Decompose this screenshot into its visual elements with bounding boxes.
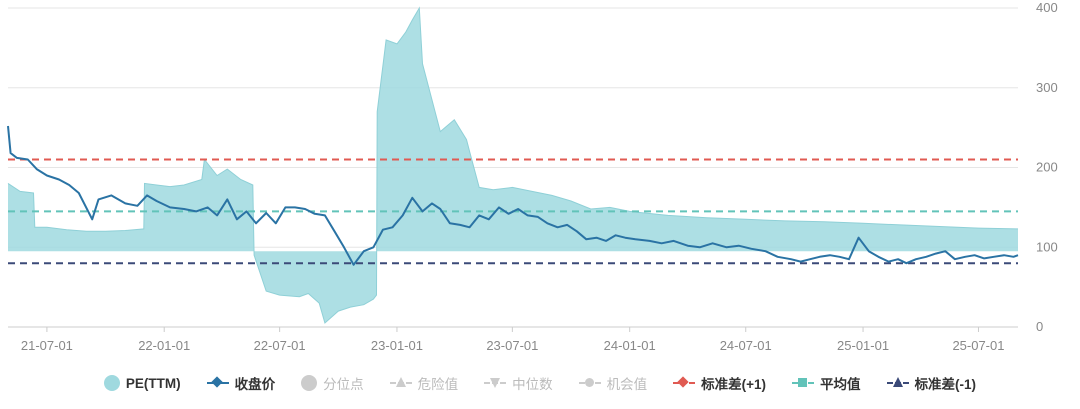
legend-item-pe[interactable]: PE(TTM) bbox=[103, 375, 181, 391]
close-price-layer bbox=[7, 125, 1019, 266]
x-tick-label: 22-01-01 bbox=[138, 338, 190, 353]
legend-label: 收盘价 bbox=[234, 377, 276, 392]
legend-label: 标准差(-1) bbox=[914, 377, 977, 392]
y-tick-label: 300 bbox=[1036, 80, 1058, 95]
legend-label: 机会值 bbox=[606, 377, 648, 392]
legend-symbol-icon bbox=[673, 376, 696, 390]
axis-layer: 0 100 200 300 400 21-07-01 22-01-01 22-07-01 23-… bbox=[8, 0, 1058, 353]
legend-symbol-icon bbox=[206, 376, 229, 390]
legend-item-median[interactable]: 中位数 bbox=[484, 373, 553, 393]
legend-item-danger[interactable]: 危险值 bbox=[389, 373, 459, 393]
x-tick-label: 24-07-01 bbox=[720, 338, 772, 353]
legend-item-mean[interactable]: 平均值 bbox=[792, 373, 861, 393]
pe-area-layer bbox=[7, 6, 1019, 324]
close-price-line bbox=[7, 125, 1019, 266]
legend-item-opportunity[interactable]: 机会值 bbox=[578, 373, 648, 393]
legend-item-std-minus[interactable]: 标准差(-1) bbox=[886, 373, 977, 393]
x-tick-label: 25-01-01 bbox=[837, 338, 889, 353]
legend-symbol-icon bbox=[886, 376, 909, 390]
chart-legend: PE(TTM) 收盘价 分位点 危险值 中位数 机会值 标准差(+1) 平均值 标准差(-1) bbox=[0, 370, 1080, 396]
pe-ttm-area bbox=[8, 8, 1018, 323]
legend-label: PE(TTM) bbox=[125, 375, 181, 391]
legend-symbol-icon bbox=[484, 376, 507, 390]
x-tick-label: 23-07-01 bbox=[486, 338, 538, 353]
legend-symbol-icon bbox=[103, 375, 120, 391]
legend-symbol-icon bbox=[792, 376, 815, 390]
pe-ttm-line bbox=[7, 6, 1019, 324]
x-tick-label: 22-07-01 bbox=[254, 338, 306, 353]
x-tick-label: 25-07-01 bbox=[952, 338, 1004, 353]
x-tick-label: 23-01-01 bbox=[371, 338, 423, 353]
legend-label: 危险值 bbox=[417, 377, 459, 392]
legend-symbol-icon bbox=[389, 376, 412, 390]
y-tick-label: 400 bbox=[1036, 0, 1058, 15]
legend-symbol-icon bbox=[301, 375, 318, 391]
legend-item-quantile[interactable]: 分位点 bbox=[301, 373, 364, 393]
pe-chart: 0 100 200 300 400 21-07-01 22-01-01 22-07-01 23-… bbox=[7, 0, 1058, 353]
legend-label: 中位数 bbox=[512, 377, 553, 392]
legend-label: 标准差(+1) bbox=[701, 377, 767, 392]
x-tick-label: 21-07-01 bbox=[21, 338, 73, 353]
legend-label: 平均值 bbox=[820, 377, 861, 392]
legend-item-close[interactable]: 收盘价 bbox=[206, 373, 276, 393]
y-tick-label: 0 bbox=[1036, 319, 1043, 334]
legend-symbol-icon bbox=[578, 376, 601, 390]
y-tick-label: 100 bbox=[1036, 239, 1058, 254]
x-tick-label: 24-01-01 bbox=[604, 338, 656, 353]
legend-item-std-plus[interactable]: 标准差(+1) bbox=[673, 373, 766, 393]
legend-label: 分位点 bbox=[323, 377, 364, 392]
y-tick-label: 200 bbox=[1036, 160, 1058, 175]
